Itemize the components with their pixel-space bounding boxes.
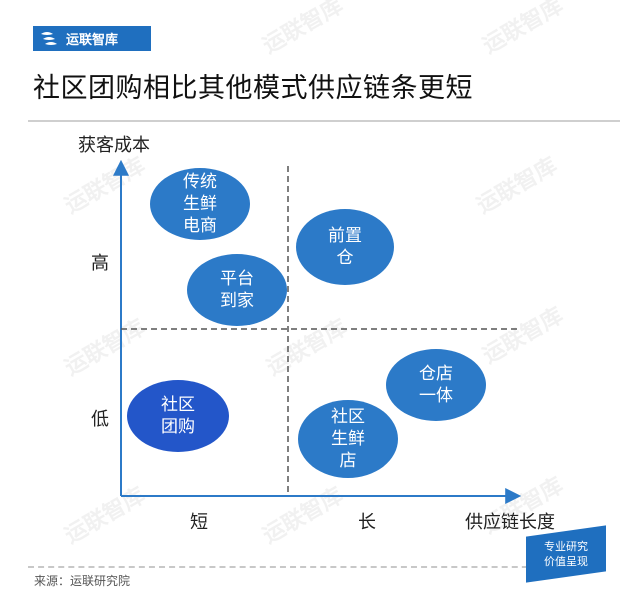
title-divider [28,120,620,122]
logo-mark-icon [41,31,57,45]
source-note: 来源：运联研究院 [34,574,131,588]
bubble-store-warehouse-integrated: 仓店 一体 [386,349,486,421]
badge-line-1: 专业研究 [544,540,588,553]
x-axis-label: 供应链长度 [465,512,555,533]
bubble-platform-to-home: 平台 到家 [187,254,287,326]
bubble-community-fresh-store: 社区 生鲜 店 [298,400,398,478]
y-tick-high: 高 [91,253,109,274]
bubble-front-warehouse: 前置 仓 [296,209,394,285]
x-tick-long: 长 [358,512,376,533]
page-title: 社区团购相比其他模式供应链条更短 [33,73,473,104]
bubble-community-group-buying: 社区 团购 [127,380,229,452]
footer-divider [28,566,548,568]
brand-name: 运联智库 [66,33,119,48]
y-axis-label: 获客成本 [78,135,150,156]
badge-line-2: 价值呈现 [544,555,588,568]
brand-logo: 运联智库 [33,26,151,51]
bubble-traditional-fresh-ecommerce: 传统 生鲜 电商 [150,168,250,240]
y-tick-low: 低 [91,409,109,430]
x-tick-short: 短 [190,512,208,533]
